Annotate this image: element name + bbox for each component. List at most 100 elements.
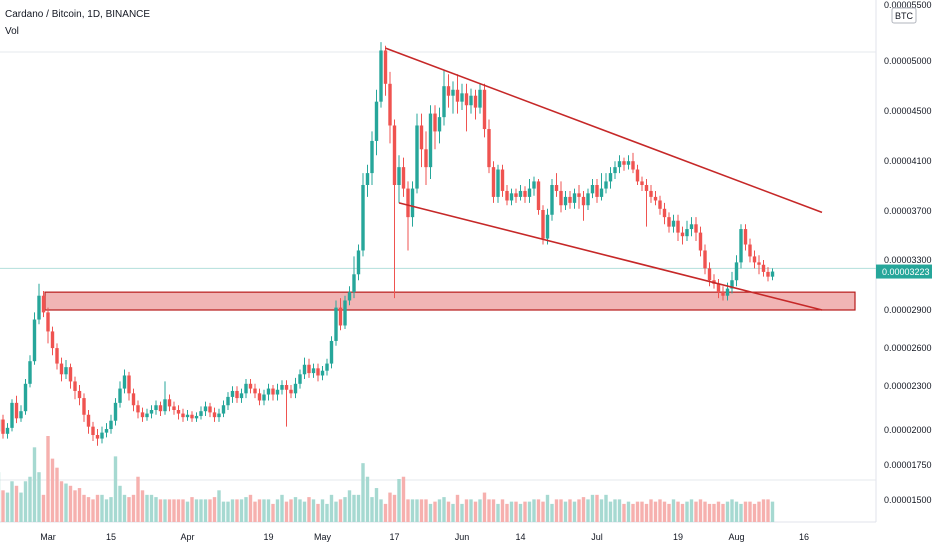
candle: [653, 190, 658, 206]
volume-bar: [644, 503, 649, 522]
candle: [365, 164, 370, 197]
candle-body: [262, 394, 266, 401]
candle-body: [662, 208, 667, 218]
trendline-lower[interactable]: [398, 202, 823, 311]
volume-bar: [482, 492, 487, 522]
candle-body: [455, 89, 460, 102]
volume-bar: [190, 497, 194, 522]
candle-body: [379, 50, 383, 102]
volume-bar: [631, 503, 635, 522]
candle-body: [172, 406, 176, 410]
candle-body: [181, 413, 185, 418]
candle: [536, 179, 541, 215]
volume-indicator-label[interactable]: Vol: [5, 26, 19, 37]
candle: [500, 164, 505, 197]
candle-body: [716, 283, 721, 293]
candle: [82, 393, 86, 422]
price-tick-label: 0.00005500: [884, 0, 932, 10]
candle-body: [280, 385, 284, 390]
volume-bar: [109, 497, 113, 522]
volume-bar: [640, 501, 644, 522]
volume-bar: [352, 494, 356, 522]
trendlines[interactable]: [385, 47, 823, 311]
volume-bar: [595, 494, 599, 522]
volume-bar: [685, 501, 689, 522]
candle: [550, 179, 554, 221]
time-tick-label: 17: [389, 532, 399, 542]
volume-bar: [95, 494, 100, 522]
volume-bar: [271, 503, 275, 522]
candle-body: [608, 173, 613, 182]
volume-bar: [734, 501, 739, 522]
volume-bar: [37, 472, 41, 522]
candle: [424, 131, 428, 185]
candle-body: [59, 363, 64, 375]
candle: [770, 268, 775, 281]
candle: [244, 379, 248, 399]
candle: [514, 188, 518, 203]
volume-bar: [536, 499, 541, 522]
volume-bar: [311, 499, 316, 522]
candle-body: [554, 185, 559, 191]
volume-bar: [550, 503, 554, 522]
candle: [478, 83, 482, 114]
candle-body: [122, 375, 127, 389]
volume-bar: [298, 499, 302, 522]
candle: [172, 401, 176, 415]
candle: [676, 214, 680, 241]
candle: [239, 388, 244, 403]
volume-bar: [505, 503, 509, 522]
volume-bar: [527, 501, 532, 522]
candle: [761, 260, 766, 277]
candle-body: [604, 181, 608, 189]
volume-bar: [136, 476, 140, 522]
trendline-upper[interactable]: [385, 47, 823, 214]
price-axis[interactable]: 0.00005500 0.00005000 0.00004500 0.00004100…: [884, 0, 932, 505]
candle: [41, 290, 46, 318]
time-tick-label: May: [314, 532, 332, 542]
volume-bar: [586, 499, 590, 522]
currency-label: BTC: [895, 11, 914, 21]
candle: [464, 83, 469, 132]
candle-body: [667, 217, 671, 227]
candle: [415, 113, 419, 194]
last-price-box: [876, 264, 932, 279]
candle-body: [347, 292, 352, 301]
candle: [181, 408, 185, 422]
volume-bar: [347, 490, 352, 522]
volume-bar: [307, 497, 311, 522]
candle: [563, 190, 568, 210]
candle: [397, 155, 401, 203]
candle: [491, 161, 496, 203]
candle: [361, 173, 365, 257]
candle: [748, 238, 752, 263]
support-zone-rect[interactable]: [44, 291, 856, 311]
volume-bar: [203, 499, 208, 522]
time-axis[interactable]: Mar 15 Apr 19 May 17 Jun 14 Jul 19 Aug 16: [40, 532, 809, 542]
candle-body: [302, 364, 307, 375]
volume-bar: [118, 485, 122, 522]
candle: [185, 410, 190, 421]
candle-body: [478, 89, 482, 108]
candle-body: [343, 300, 347, 326]
candle: [599, 173, 604, 201]
volume-bar: [667, 503, 671, 522]
candle-body: [73, 381, 77, 391]
volume-bar: [338, 499, 343, 522]
candle-body: [298, 374, 302, 384]
candle-body: [653, 196, 658, 201]
volume-bar: [154, 497, 158, 522]
candle-body: [505, 190, 509, 201]
candle-body: [185, 414, 190, 418]
candle: [649, 185, 653, 203]
support-zone[interactable]: [44, 291, 856, 311]
volume-bar: [293, 497, 298, 522]
candle-body: [104, 429, 109, 433]
volume-bar: [406, 499, 410, 522]
candle-body: [1, 419, 5, 434]
candle: [55, 343, 59, 370]
candle: [739, 224, 743, 269]
price-tick-label: 0.00002300: [884, 381, 932, 391]
